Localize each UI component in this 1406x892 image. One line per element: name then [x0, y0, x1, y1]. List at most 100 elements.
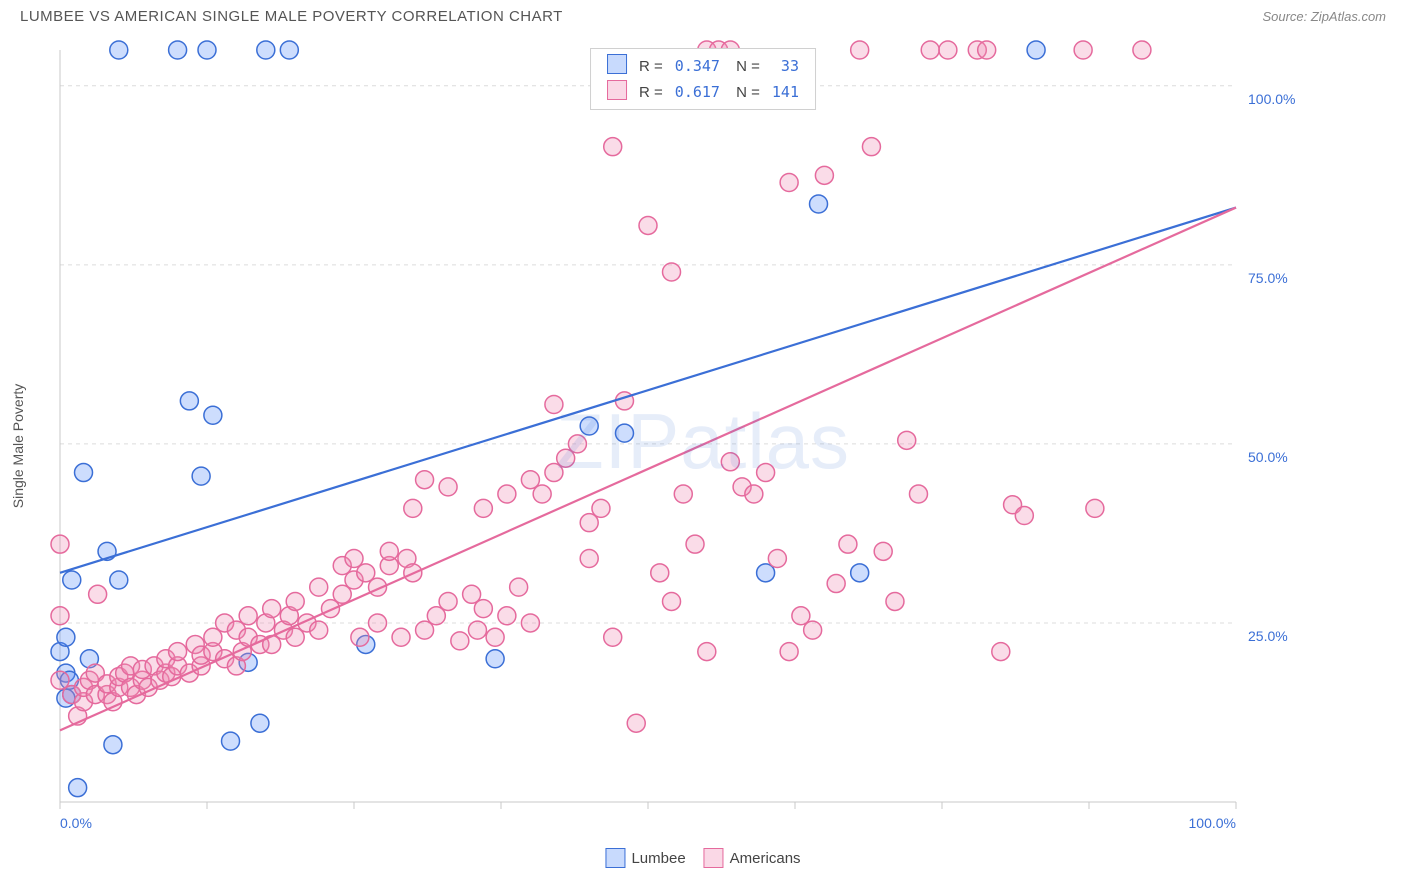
data-point	[827, 575, 845, 593]
data-point	[486, 650, 504, 668]
regression-line	[60, 208, 1236, 573]
data-point	[198, 41, 216, 59]
data-point	[592, 499, 610, 517]
legend-r-value: 0.617	[669, 79, 726, 105]
data-point	[1086, 499, 1104, 517]
data-point	[615, 424, 633, 442]
data-point	[69, 779, 87, 797]
legend-label: Americans	[730, 850, 801, 867]
data-point	[380, 542, 398, 560]
data-point	[251, 714, 269, 732]
data-point	[222, 732, 240, 750]
data-point	[1015, 507, 1033, 525]
data-point	[757, 464, 775, 482]
correlation-legend: R =0.347 N =33R =0.617 N =141	[590, 48, 816, 110]
data-point	[169, 41, 187, 59]
data-point	[110, 571, 128, 589]
data-point	[939, 41, 957, 59]
data-point	[416, 471, 434, 489]
data-point	[839, 535, 857, 553]
legend-item: Lumbee	[605, 848, 685, 868]
data-point	[886, 592, 904, 610]
x-tick-label: 0.0%	[60, 815, 92, 831]
legend-swatch	[607, 80, 627, 100]
data-point	[698, 643, 716, 661]
data-point	[1074, 41, 1092, 59]
data-point	[474, 499, 492, 517]
data-point	[862, 138, 880, 156]
data-point	[169, 643, 187, 661]
chart-title: LUMBEE VS AMERICAN SINGLE MALE POVERTY C…	[20, 8, 563, 25]
data-point	[468, 621, 486, 639]
data-point	[909, 485, 927, 503]
data-point	[780, 173, 798, 191]
data-point	[280, 41, 298, 59]
data-point	[192, 467, 210, 485]
data-point	[804, 621, 822, 639]
data-point	[57, 628, 75, 646]
data-point	[263, 600, 281, 618]
data-point	[663, 263, 681, 281]
data-point	[474, 600, 492, 618]
data-point	[486, 628, 504, 646]
legend-row: R =0.617 N =141	[601, 79, 805, 105]
data-point	[810, 195, 828, 213]
data-point	[204, 406, 222, 424]
data-point	[580, 549, 598, 567]
legend-item: Americans	[704, 848, 801, 868]
data-point	[498, 485, 516, 503]
y-tick-label: 50.0%	[1248, 449, 1288, 465]
y-tick-label: 25.0%	[1248, 628, 1288, 644]
data-point	[180, 392, 198, 410]
data-point	[510, 578, 528, 596]
data-point	[745, 485, 763, 503]
data-point	[851, 564, 869, 582]
legend-r-label: R =	[633, 79, 669, 105]
data-point	[978, 41, 996, 59]
data-point	[63, 571, 81, 589]
data-point	[51, 535, 69, 553]
data-point	[439, 478, 457, 496]
y-tick-label: 100.0%	[1248, 91, 1295, 107]
data-point	[686, 535, 704, 553]
data-point	[310, 621, 328, 639]
data-point	[104, 736, 122, 754]
legend-r-value: 0.347	[669, 53, 726, 79]
data-point	[521, 614, 539, 632]
data-point	[1027, 41, 1045, 59]
data-point	[404, 499, 422, 517]
regression-line	[60, 208, 1236, 731]
series-legend: Lumbee Americans	[605, 848, 800, 868]
data-point	[75, 464, 93, 482]
legend-swatch	[605, 848, 625, 868]
data-point	[663, 592, 681, 610]
data-point	[674, 485, 692, 503]
data-point	[310, 578, 328, 596]
data-point	[627, 714, 645, 732]
legend-row: R =0.347 N =33	[601, 53, 805, 79]
data-point	[1133, 41, 1151, 59]
data-point	[239, 607, 257, 625]
data-point	[533, 485, 551, 503]
data-point	[604, 138, 622, 156]
legend-n-value: 141	[766, 79, 805, 105]
data-point	[369, 614, 387, 632]
legend-swatch	[607, 54, 627, 74]
data-point	[639, 216, 657, 234]
legend-r-label: R =	[633, 53, 669, 79]
data-point	[898, 431, 916, 449]
data-point	[604, 628, 622, 646]
data-point	[921, 41, 939, 59]
scatter-chart: 0.0%100.0%25.0%50.0%75.0%100.0%	[50, 40, 1306, 842]
data-point	[257, 41, 275, 59]
data-point	[568, 435, 586, 453]
data-point	[392, 628, 410, 646]
data-point	[439, 592, 457, 610]
data-point	[992, 643, 1010, 661]
data-point	[874, 542, 892, 560]
legend-n-value: 33	[766, 53, 805, 79]
source-attribution: Source: ZipAtlas.com	[1262, 9, 1386, 24]
data-point	[651, 564, 669, 582]
y-tick-label: 75.0%	[1248, 270, 1288, 286]
data-point	[768, 549, 786, 567]
